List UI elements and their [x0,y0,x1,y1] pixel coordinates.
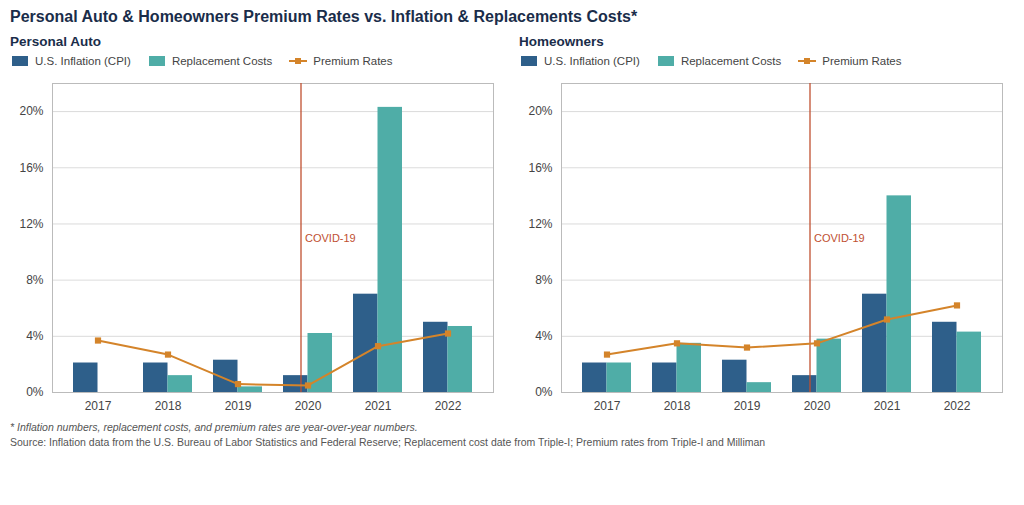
svg-text:2017: 2017 [85,399,112,413]
svg-text:2017: 2017 [594,399,621,413]
html-text:Personal Auto & Homeowners Pre: Personal Auto & Homeowners Premium Rates… [10,8,638,25]
html-text:* Inflation numbers, replaceme: * Inflation numbers, replacement costs, … [10,421,418,433]
svg-text:16%: 16% [528,161,552,175]
svg-text:2020: 2020 [295,399,322,413]
svg-text:4%: 4% [26,329,44,343]
svg-text:4%: 4% [535,329,553,343]
svg-text:12%: 12% [528,217,552,231]
svg-text:2022: 2022 [944,399,971,413]
html-text:Source: Inflation data from th: Source: Inflation data from the U.S. Bur… [10,436,766,448]
svg-text:2019: 2019 [225,399,252,413]
html-text:Replacement Costs: Replacement Costs [171,55,273,67]
svg-text:8%: 8% [26,273,44,287]
svg-text:COVID-19: COVID-19 [305,232,356,244]
html-text:U.S. Inflation (CPI): U.S. Inflation (CPI) [35,55,131,67]
svg-text:2021: 2021 [874,399,901,413]
html-text:Personal Auto: Personal Auto [10,34,101,49]
svg-text:20%: 20% [528,104,552,118]
svg-text:20%: 20% [19,104,43,118]
svg-text:2020: 2020 [804,399,831,413]
svg-text:2021: 2021 [365,399,392,413]
svg-text:2022: 2022 [435,399,462,413]
svg-text:0%: 0% [26,385,44,399]
html-text:U.S. Inflation (CPI): U.S. Inflation (CPI) [544,55,640,67]
svg-text:2019: 2019 [734,399,761,413]
svg-text:2018: 2018 [664,399,691,413]
svg-text:COVID-19: COVID-19 [814,232,865,244]
svg-text:2018: 2018 [155,399,182,413]
html-text:Homeowners: Homeowners [519,34,604,49]
html-text:Replacement Costs: Replacement Costs [680,55,782,67]
html-text:Premium Rates: Premium Rates [313,55,393,67]
svg-text:0%: 0% [535,385,553,399]
svg-text:16%: 16% [19,161,43,175]
svg-text:12%: 12% [19,217,43,231]
svg-text:8%: 8% [535,273,553,287]
html-text:Premium Rates: Premium Rates [822,55,902,67]
